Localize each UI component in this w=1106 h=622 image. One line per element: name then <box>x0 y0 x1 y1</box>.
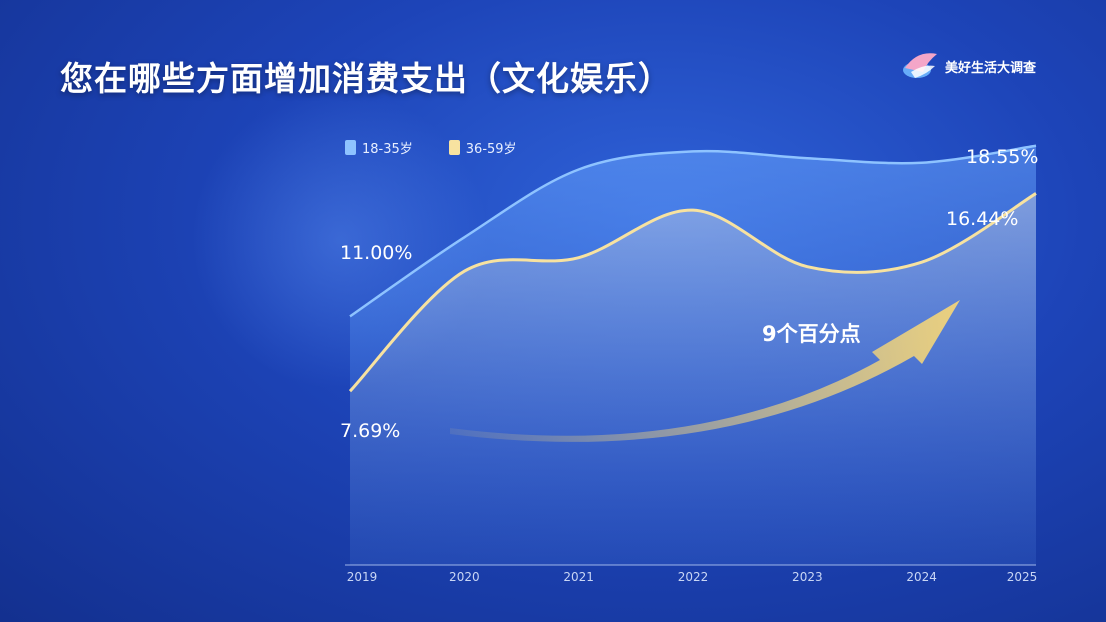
series-young-end-label: 18.55% <box>966 146 1039 168</box>
chart-area-group <box>348 144 1037 565</box>
x-tick-label: 2019 <box>346 570 378 584</box>
legend: 18-35岁 36-59岁 <box>345 138 517 157</box>
legend-label-young: 18-35岁 <box>362 142 413 157</box>
x-tick-label: 2021 <box>563 570 594 584</box>
legend-swatch-old <box>448 140 460 155</box>
legend-item-old: 36-59岁 <box>448 138 517 157</box>
series-old-line <box>348 192 1037 393</box>
series-old-start-label: 7.69% <box>340 420 401 442</box>
page-title: 您在哪些方面增加消费支出（文化娱乐） <box>60 59 672 98</box>
bird-logo-icon <box>902 53 937 78</box>
x-tick-label: 2024 <box>906 570 937 584</box>
x-tick-label: 2020 <box>449 570 480 584</box>
series-old-area <box>350 193 1036 565</box>
logo-text: 美好生活大调查 <box>944 60 1036 76</box>
series-young-start-label: 11.00% <box>340 242 413 264</box>
x-tick-label: 2022 <box>677 570 709 584</box>
brand-logo: 美好生活大调查 <box>897 48 1036 84</box>
legend-swatch-young <box>345 140 356 155</box>
series-young-line <box>349 144 1037 318</box>
difference-annotation: 9个百分点 <box>762 322 861 346</box>
legend-item-young: 18-35岁 <box>345 138 413 157</box>
legend-label-old: 36-59岁 <box>465 142 517 157</box>
x-tick-label: 2023 <box>792 570 823 584</box>
x-tick-label: 2025 <box>1006 570 1038 584</box>
series-old-end-label: 16.44% <box>946 208 1019 230</box>
